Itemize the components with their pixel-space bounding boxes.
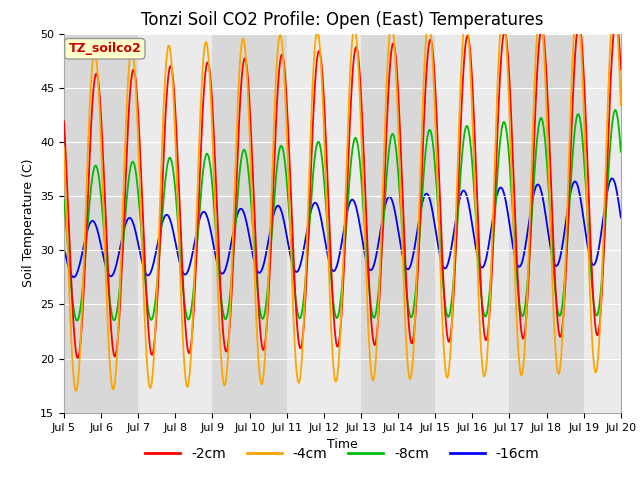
Bar: [64, 34, 101, 413]
Bar: [509, 34, 547, 413]
Legend: -2cm, -4cm, -8cm, -16cm: -2cm, -4cm, -8cm, -16cm: [140, 442, 545, 467]
Bar: [398, 34, 435, 413]
Bar: [250, 34, 287, 413]
X-axis label: Time: Time: [327, 438, 358, 451]
Title: Tonzi Soil CO2 Profile: Open (East) Temperatures: Tonzi Soil CO2 Profile: Open (East) Temp…: [141, 11, 543, 29]
Bar: [212, 34, 250, 413]
Bar: [361, 34, 398, 413]
Bar: [101, 34, 138, 413]
Text: TZ_soilco2: TZ_soilco2: [68, 42, 141, 55]
Y-axis label: Soil Temperature (C): Soil Temperature (C): [22, 159, 35, 288]
Bar: [547, 34, 584, 413]
